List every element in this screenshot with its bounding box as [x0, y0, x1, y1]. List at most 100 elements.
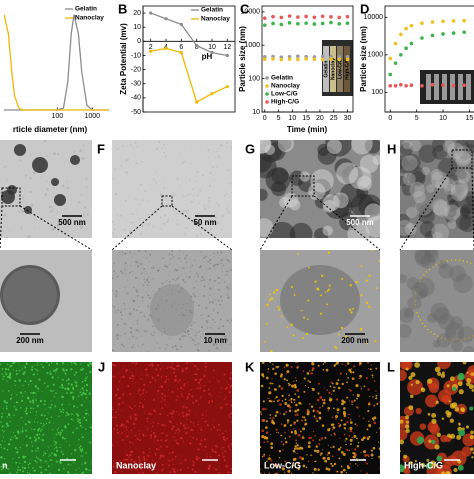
- x-tick-label: 30: [344, 115, 352, 122]
- inset-label: High-C/G: [344, 58, 350, 80]
- texture: [86, 384, 88, 386]
- texture: [155, 378, 156, 379]
- data-point: [462, 30, 466, 34]
- texture: [153, 265, 154, 266]
- texture: [361, 388, 362, 389]
- series-line: [151, 48, 228, 102]
- texture: [141, 336, 142, 337]
- y-tick-label: -40: [131, 95, 141, 102]
- texture: [151, 431, 152, 432]
- texture: [307, 299, 309, 301]
- texture: [294, 399, 296, 401]
- y-tick-label: 100: [248, 75, 260, 82]
- texture: [187, 195, 189, 197]
- texture: [157, 423, 158, 424]
- texture: [290, 323, 292, 325]
- texture: [121, 377, 122, 378]
- texture: [150, 423, 151, 424]
- texture: [192, 402, 194, 404]
- texture: [81, 363, 82, 364]
- texture: [44, 403, 46, 405]
- texture: [205, 307, 207, 309]
- texture: [113, 270, 115, 272]
- texture: [4, 441, 5, 442]
- texture: [330, 401, 331, 402]
- legend-label: Nanoclay: [201, 16, 230, 23]
- texture: [332, 455, 334, 457]
- texture: [175, 280, 176, 281]
- texture: [194, 341, 195, 342]
- texture: [203, 390, 205, 392]
- texture: [193, 425, 194, 426]
- data-point: [296, 22, 300, 26]
- texture: [192, 464, 194, 466]
- texture: [221, 448, 222, 449]
- texture: [3, 437, 4, 438]
- texture: [359, 415, 360, 416]
- texture: [159, 413, 161, 415]
- texture: [216, 233, 217, 234]
- texture: [116, 236, 118, 238]
- texture: [230, 372, 232, 374]
- texture: [210, 228, 212, 230]
- texture: [271, 181, 286, 196]
- texture: [75, 470, 76, 471]
- texture: [62, 368, 64, 370]
- texture: [356, 458, 357, 459]
- texture: [350, 463, 352, 465]
- texture: [272, 417, 274, 419]
- texture: [61, 451, 63, 453]
- texture: [15, 437, 17, 439]
- map-label: High-C/G: [404, 460, 443, 470]
- texture: [263, 441, 265, 443]
- texture: [323, 399, 325, 401]
- texture: [201, 396, 202, 397]
- texture: [138, 306, 139, 307]
- texture: [32, 445, 33, 446]
- texture: [129, 454, 131, 456]
- texture: [86, 413, 88, 415]
- texture: [7, 416, 8, 417]
- texture: [175, 456, 177, 458]
- texture: [66, 392, 68, 394]
- texture: [190, 436, 191, 437]
- texture: [198, 155, 199, 156]
- texture: [44, 452, 46, 454]
- texture: [124, 431, 125, 432]
- texture: [315, 445, 317, 447]
- texture: [81, 157, 84, 160]
- texture: [29, 462, 30, 463]
- texture: [267, 398, 268, 399]
- texture: [191, 161, 192, 162]
- texture: [17, 467, 18, 468]
- texture: [182, 335, 184, 337]
- texture: [221, 263, 222, 264]
- y-tick-label: 10: [252, 109, 260, 116]
- texture: [355, 423, 357, 425]
- texture: [324, 437, 326, 439]
- texture: [28, 421, 30, 423]
- texture: [111, 300, 112, 301]
- texture: [373, 416, 376, 419]
- texture: [193, 287, 195, 289]
- panel-letter: B: [118, 1, 127, 16]
- texture: [291, 431, 293, 433]
- texture: [116, 293, 118, 295]
- texture: [55, 447, 57, 449]
- texture: [126, 435, 128, 437]
- texture: [190, 389, 191, 390]
- texture: [31, 366, 33, 368]
- data-point: [164, 47, 167, 50]
- texture: [28, 397, 30, 399]
- texture: [411, 384, 413, 386]
- texture: [3, 376, 5, 378]
- texture: [210, 429, 212, 431]
- texture: [144, 399, 145, 400]
- texture: [141, 316, 142, 317]
- texture: [6, 408, 8, 410]
- texture: [302, 337, 304, 339]
- texture: [157, 472, 158, 473]
- texture: [378, 456, 380, 458]
- texture: [136, 320, 138, 322]
- texture: [15, 462, 17, 464]
